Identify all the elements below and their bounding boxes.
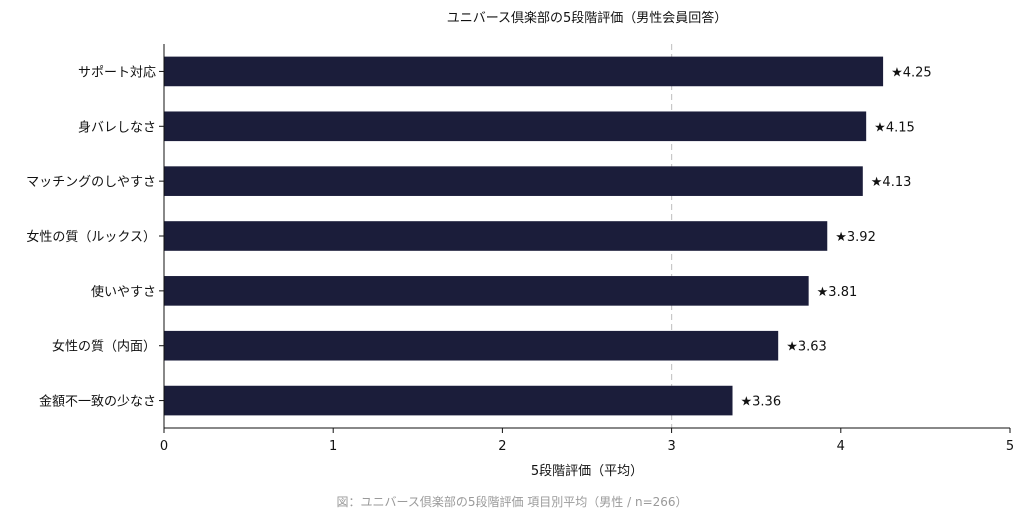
bar-2 <box>164 111 867 142</box>
category-label-3: マッチングのしやすさ <box>26 175 156 190</box>
x-tick-label-3: 3 <box>667 439 675 454</box>
bar-6 <box>164 330 779 361</box>
x-tick-label-4: 4 <box>837 439 845 454</box>
chart-title: ユニバース倶楽部の5段階評価（男性会員回答） <box>447 10 728 26</box>
category-label-5: 使いやすさ <box>91 284 156 300</box>
category-label-1: サポート対応 <box>78 65 156 80</box>
category-label-7: 金額不一致の少なさ <box>39 394 156 410</box>
axes-layer: 0 1 2 3 4 5 <box>159 44 1014 454</box>
data-label-6: ★3.63 <box>786 340 827 355</box>
category-label-4: 女性の質（ルックス） <box>26 229 156 245</box>
data-label-4: ★3.92 <box>835 230 876 245</box>
bar-4 <box>164 221 828 251</box>
data-label-2: ★4.15 <box>874 120 915 135</box>
bar-1 <box>164 56 884 87</box>
bar-3 <box>164 166 863 196</box>
data-label-7: ★3.36 <box>741 395 782 410</box>
x-tick-label-0: 0 <box>160 439 168 454</box>
data-label-1: ★4.25 <box>891 65 932 80</box>
category-label-2: 身バレしなさ <box>78 119 156 135</box>
figure-caption: 図：ユニバース倶楽部の5段階評価 項目別平均（男性 / n=266） <box>336 494 687 509</box>
x-tick-label-2: 2 <box>498 439 506 454</box>
x-tick-label-5: 5 <box>1006 439 1014 454</box>
data-label-3: ★4.13 <box>871 175 912 190</box>
bars-layer: サポート対応 ★4.25 身バレしなさ ★4.15 マッチングのしやすさ ★4.13 女性の… <box>26 56 932 416</box>
x-axis-label: 5段階評価（平均） <box>531 464 643 479</box>
x-tick-label-1: 1 <box>329 439 337 454</box>
bar-7 <box>164 385 733 416</box>
data-label-5: ★3.81 <box>817 285 858 300</box>
bar-5 <box>164 276 809 306</box>
category-label-6: 女性の質（内面） <box>52 339 156 355</box>
